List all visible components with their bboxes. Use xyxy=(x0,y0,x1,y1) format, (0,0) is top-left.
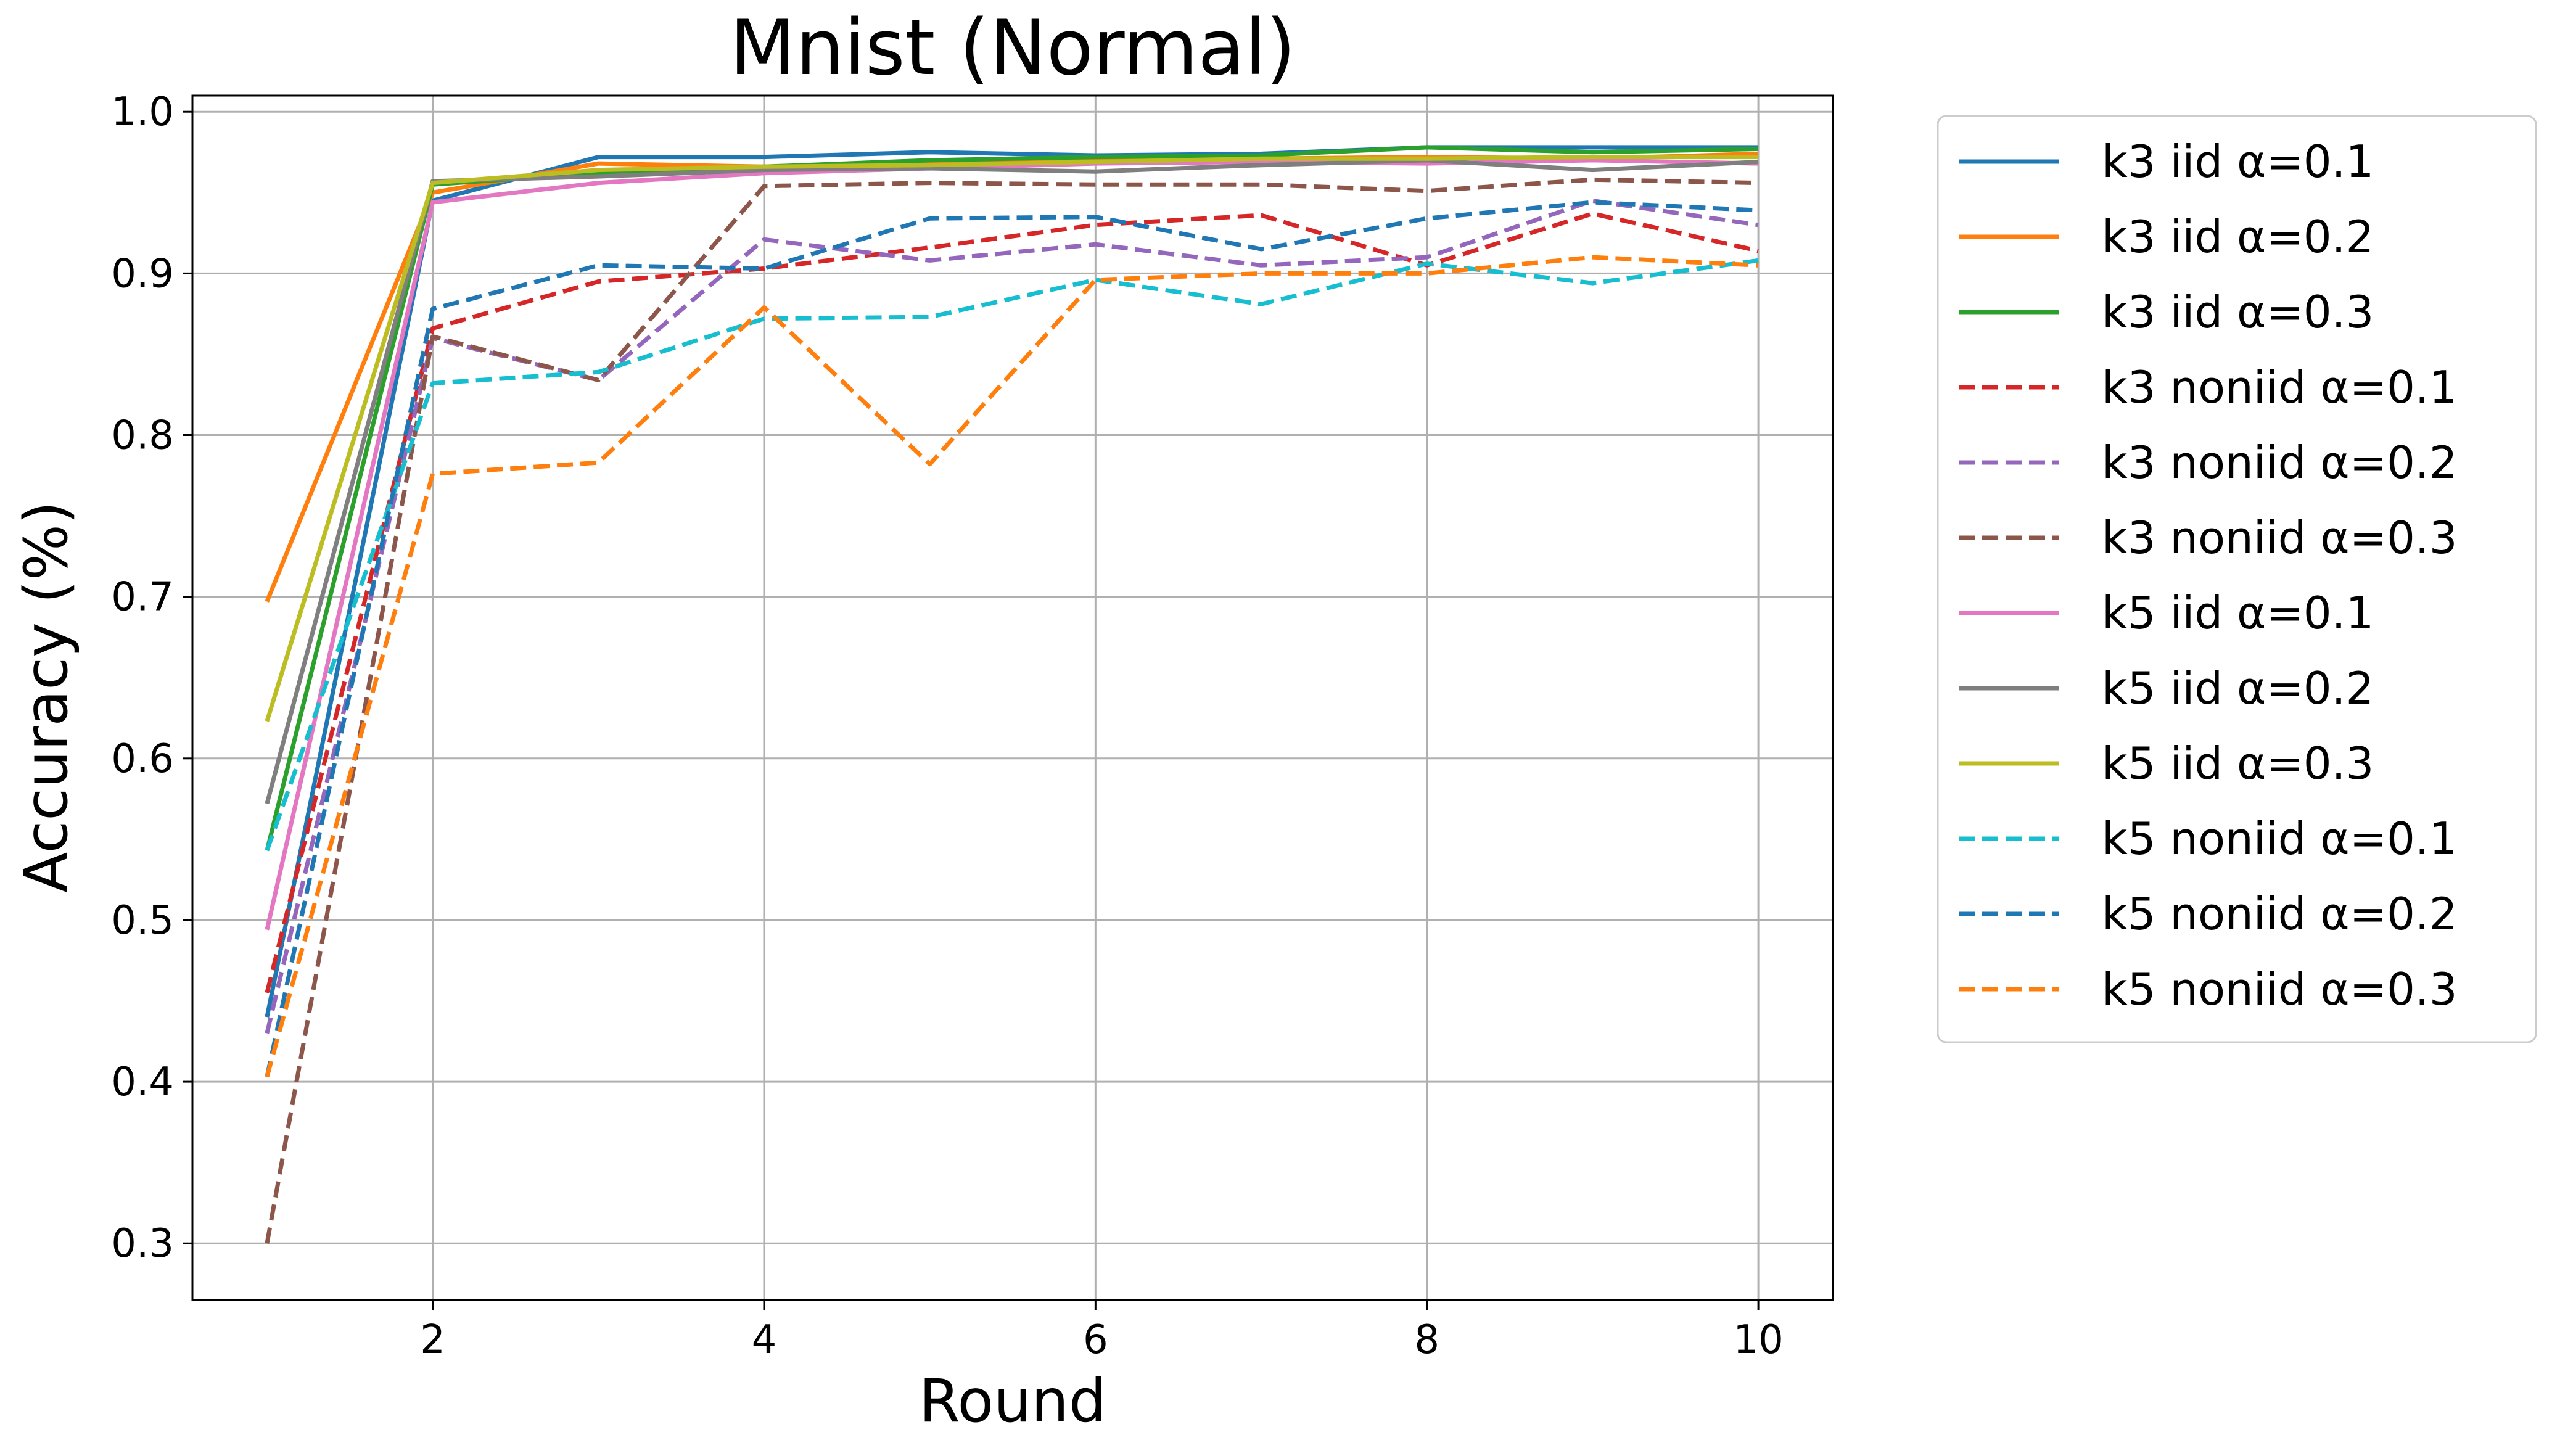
legend-label: k3 noniid α=0.1 xyxy=(2102,361,2458,413)
x-axis-title: Round xyxy=(919,1367,1106,1436)
legend-label: k5 noniid α=0.1 xyxy=(2102,813,2458,865)
series-line-12 xyxy=(265,255,1759,1078)
legend-label: k5 iid α=0.3 xyxy=(2102,738,2374,789)
series-line-10 xyxy=(265,258,1759,852)
x-tick-label: 4 xyxy=(752,1317,777,1363)
chart-title: Mnist (Normal) xyxy=(730,4,1296,93)
series-line-6 xyxy=(265,177,1759,1244)
legend-label: k5 noniid α=0.3 xyxy=(2102,963,2458,1015)
series-lines xyxy=(265,145,1759,1244)
grid xyxy=(192,96,1833,1300)
y-tick-label: 0.9 xyxy=(111,251,174,297)
series-line-11 xyxy=(265,200,1759,1077)
series-line-8 xyxy=(265,158,1759,805)
plot-frame xyxy=(191,94,1834,1301)
legend-label: k3 iid α=0.1 xyxy=(2102,136,2374,187)
x-tick-label: 10 xyxy=(1733,1317,1783,1363)
x-tick-label: 2 xyxy=(420,1317,445,1363)
x-tick-label: 8 xyxy=(1414,1317,1439,1363)
axis-ticks: 2 4 6 8 10 0.3 0.4 0.5 0.6 0.7 0.8 0.9 1.0 xyxy=(111,89,1784,1363)
legend-label: k3 iid α=0.2 xyxy=(2102,211,2374,263)
legend-label: k3 iid α=0.3 xyxy=(2102,286,2374,338)
series-line-4 xyxy=(265,211,1759,993)
y-tick-label: 1.0 xyxy=(111,89,174,135)
y-tick-label: 0.7 xyxy=(111,575,174,620)
legend-label: k3 noniid α=0.3 xyxy=(2102,512,2458,564)
series-line-7 xyxy=(265,158,1759,931)
y-tick-label: 0.8 xyxy=(111,413,174,459)
y-tick-label: 0.3 xyxy=(111,1221,174,1267)
y-axis-title: Accuracy (%) xyxy=(12,501,81,893)
y-tick-label: 0.4 xyxy=(111,1059,174,1105)
legend-label: k5 iid α=0.1 xyxy=(2102,587,2374,639)
x-tick-label: 6 xyxy=(1083,1317,1108,1363)
legend-label: k3 noniid α=0.2 xyxy=(2102,437,2458,488)
legend-box xyxy=(1937,115,2537,1043)
y-tick-label: 0.5 xyxy=(111,898,174,944)
y-tick-label: 0.6 xyxy=(111,736,174,782)
legend-label: k5 iid α=0.2 xyxy=(2102,662,2374,714)
series-line-9 xyxy=(265,155,1759,722)
legend-label: k5 noniid α=0.2 xyxy=(2102,888,2458,940)
legend: k3 iid α=0.1 k3 iid α=0.2 k3 iid α=0.3 k3 n… xyxy=(1937,115,2537,1043)
